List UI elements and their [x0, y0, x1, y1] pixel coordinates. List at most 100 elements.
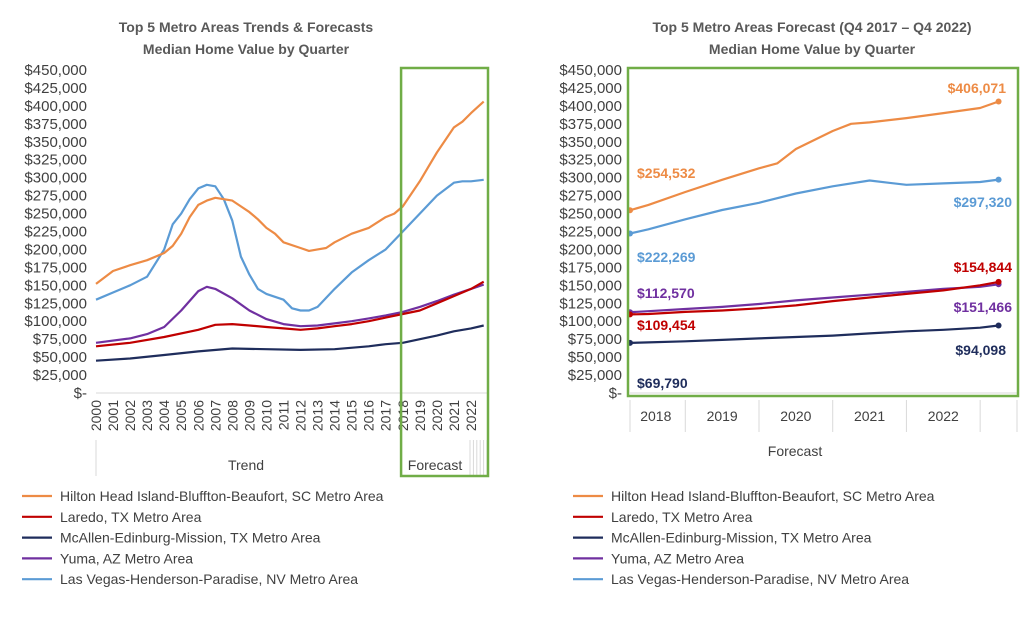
left-y-tick-label: $225,000 — [24, 224, 87, 241]
legend-label-mcallen: McAllen-Edinburg-Mission, TX Metro Area — [611, 530, 872, 546]
left-x-tick-label: 2004 — [156, 400, 172, 431]
left-y-tick-label: $50,000 — [33, 349, 87, 366]
trend-section-label: Trend — [228, 457, 264, 473]
right-y-tick-label: $450,000 — [559, 62, 622, 79]
legend-label-mcallen: McAllen-Edinburg-Mission, TX Metro Area — [60, 530, 321, 546]
left-series-line-laredo — [95, 280, 485, 348]
right-chart-subtitle: Median Home Value by Quarter — [709, 41, 916, 57]
right-y-tick-label: $400,000 — [559, 98, 622, 115]
right-y-tick-label: $250,000 — [559, 206, 622, 223]
left-x-tick-label: 2021 — [446, 400, 462, 431]
right-series-line-laredo — [629, 280, 999, 316]
left-series-line-vegas — [95, 178, 484, 312]
left-y-tick-label: $75,000 — [33, 331, 87, 348]
right-y-tick-label: $275,000 — [559, 188, 622, 205]
right-series-end-marker-vegas — [995, 176, 1002, 183]
left-x-tick-label: 2018 — [395, 400, 411, 431]
right-data-label-mcallen-end: $94,098 — [955, 342, 1006, 358]
left-y-tick-label: $425,000 — [24, 80, 87, 97]
left-x-tick-label: 2000 — [88, 400, 104, 431]
left-chart-subtitle: Median Home Value by Quarter — [143, 41, 350, 57]
legend-label-yuma: Yuma, AZ Metro Area — [611, 550, 744, 566]
legend-label-vegas: Las Vegas-Henderson-Paradise, NV Metro A… — [60, 571, 358, 587]
forecast-section-label: Forecast — [408, 457, 463, 473]
right-x-tick-label: 2021 — [854, 408, 885, 424]
right-x-tick-label: 2022 — [928, 408, 959, 424]
right-y-tick-label: $200,000 — [559, 241, 622, 258]
right-legend: Hilton Head Island-Bluffton-Beaufort, SC… — [573, 488, 935, 587]
right-data-label-hilton-end: $406,071 — [948, 80, 1007, 96]
right-x-tick-label: 2019 — [707, 408, 738, 424]
legend-label-laredo: Laredo, TX Metro Area — [60, 509, 202, 525]
left-x-tick-label: 2003 — [139, 400, 155, 431]
right-x-tick-label: 2020 — [780, 408, 811, 424]
right-y-tick-label: $225,000 — [559, 224, 622, 241]
left-series-line-yuma — [95, 283, 485, 344]
left-x-tick-label: 2005 — [173, 400, 189, 431]
left-x-tick-label: 2011 — [275, 400, 291, 430]
right-y-tick-label: $- — [609, 385, 622, 402]
right-data-label-vegas-end: $297,320 — [954, 194, 1013, 210]
left-y-tick-label: $300,000 — [24, 170, 87, 187]
left-chart-title: Top 5 Metro Areas Trends & Forecasts — [119, 19, 374, 35]
legend-label-hilton: Hilton Head Island-Bluffton-Beaufort, SC… — [60, 488, 384, 504]
right-y-tick-label: $325,000 — [559, 152, 622, 169]
right-series-line-mcallen — [629, 324, 999, 344]
right-y-tick-label: $50,000 — [568, 349, 622, 366]
left-y-tick-label: $- — [74, 385, 87, 402]
right-series-end-marker-hilton — [995, 98, 1002, 105]
left-y-tick-label: $325,000 — [24, 152, 87, 169]
left-y-tick-label: $125,000 — [24, 295, 87, 312]
left-y-tick-label: $400,000 — [24, 98, 87, 115]
right-data-label-hilton-start: $254,532 — [637, 165, 696, 181]
right-y-tick-label: $425,000 — [559, 80, 622, 97]
left-y-tick-label: $275,000 — [24, 188, 87, 205]
left-y-tick-label: $175,000 — [24, 259, 87, 276]
left-y-tick-label: $25,000 — [33, 367, 87, 384]
left-x-tick-label: 2015 — [344, 400, 360, 431]
legend-label-hilton: Hilton Head Island-Bluffton-Beaufort, SC… — [611, 488, 935, 504]
left-forecast-frame — [399, 66, 490, 478]
right-data-label-yuma-start: $112,570 — [637, 285, 695, 301]
right-y-tick-label: $150,000 — [559, 277, 622, 294]
left-plot-area: $450,000$425,000$400,000$375,000$350,000… — [24, 62, 490, 478]
left-x-tick-label: 2001 — [105, 400, 121, 431]
left-y-tick-label: $150,000 — [24, 277, 87, 294]
right-y-tick-label: $25,000 — [568, 367, 622, 384]
left-y-tick-label: $350,000 — [24, 134, 87, 151]
left-x-tick-label: 2002 — [122, 400, 138, 431]
right-x-tick-label: 2018 — [640, 408, 671, 424]
right-y-tick-label: $75,000 — [568, 331, 622, 348]
right-y-tick-label: $350,000 — [559, 134, 622, 151]
legend-label-laredo: Laredo, TX Metro Area — [611, 509, 753, 525]
right-y-tick-label: $125,000 — [559, 295, 622, 312]
right-data-label-mcallen-start: $69,790 — [637, 375, 688, 391]
right-data-label-laredo-start: $109,454 — [637, 317, 696, 333]
left-x-tick-label: 2019 — [412, 400, 428, 431]
right-y-tick-label: $375,000 — [559, 116, 622, 133]
right-series-end-marker-mcallen — [995, 322, 1002, 329]
left-series-line-mcallen — [95, 324, 484, 362]
right-plot-frame — [626, 66, 1020, 398]
left-x-tick-label: 2014 — [327, 400, 343, 431]
left-x-tick-label: 2016 — [361, 400, 377, 431]
right-plot-area: $450,000$425,000$400,000$375,000$350,000… — [559, 62, 1020, 432]
left-x-tick-label: 2017 — [378, 400, 394, 431]
left-x-tick-label: 2007 — [207, 400, 223, 431]
left-x-tick-label: 2009 — [241, 400, 257, 431]
right-chart-title: Top 5 Metro Areas Forecast (Q4 2017 – Q4… — [652, 19, 971, 35]
right-x-axis-label: Forecast — [768, 443, 823, 459]
left-x-tick-label: 2010 — [258, 400, 274, 431]
left-y-tick-label: $375,000 — [24, 116, 87, 133]
legend-label-yuma: Yuma, AZ Metro Area — [60, 550, 193, 566]
legend-label-vegas: Las Vegas-Henderson-Paradise, NV Metro A… — [611, 571, 909, 587]
left-x-tick-label: 2020 — [429, 400, 445, 431]
right-y-tick-label: $100,000 — [559, 313, 622, 330]
right-series-line-hilton — [629, 100, 999, 212]
left-x-tick-label: 2013 — [310, 400, 326, 431]
left-y-tick-label: $450,000 — [24, 62, 87, 79]
left-series-line-hilton — [95, 100, 485, 285]
left-legend: Hilton Head Island-Bluffton-Beaufort, SC… — [22, 488, 384, 587]
left-y-tick-label: $100,000 — [24, 313, 87, 330]
